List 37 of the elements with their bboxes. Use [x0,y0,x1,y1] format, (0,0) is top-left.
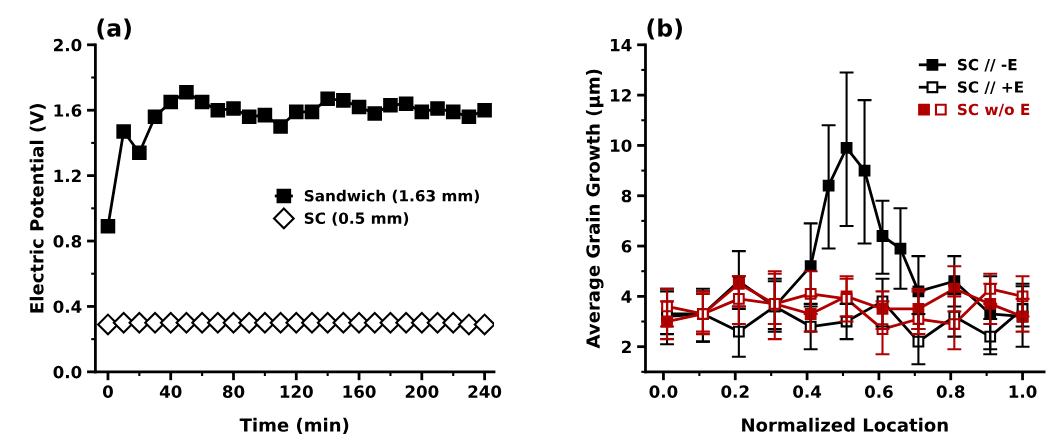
x-tick-label: 0.2 [721,385,749,398]
y-tick-label: 2.0 [54,38,82,52]
x-axis-title: Normalized Location [742,417,948,432]
legend-label: Sandwich (1.63 mm) [304,189,479,204]
x-tick-label: 200 [405,385,439,398]
legend-label: SC // +E [957,81,1023,94]
y-tick-label: 12 [610,89,631,102]
x-tick-label: 0.0 [649,385,678,398]
y-tick-label: 0.0 [53,365,82,379]
y-tick-label: 0.8 [53,234,82,248]
y-tick-label: 8 [621,189,632,203]
x-tick-label: 40 [159,385,182,398]
x-tick-label: 80 [222,385,245,398]
legend-label: SC (0.5 mm) [304,212,409,226]
y-tick-label: 4 [621,290,632,303]
x-axis-title: Time (min) [239,417,349,434]
y-tick-label: 0.4 [53,300,82,313]
y-tick-label: 14 [610,38,632,52]
x-tick-label: 0.6 [864,385,893,398]
y-tick-label: 1.2 [54,169,81,182]
y-tick-label: 6 [621,240,632,253]
chart-title: (b) [647,18,682,40]
x-tick-label: 0.4 [793,385,822,398]
x-tick-label: 0.8 [936,385,965,398]
chart-title: (a) [97,18,131,40]
legend-label: SC // -E [957,58,1017,72]
x-tick-label: 160 [343,385,376,398]
y-axis-title: Electric Potential (V) [29,104,46,313]
x-tick-label: 0 [102,385,113,398]
legend-label: SC w/o E [957,103,1030,117]
y-axis-title: Average Grain Growth (μm) [585,69,604,349]
y-tick-label: 2 [622,340,631,354]
y-tick-label: 1.6 [54,104,82,117]
x-tick-label: 120 [280,385,313,398]
x-tick-label: 240 [468,385,502,398]
x-tick-label: 1.0 [1009,385,1037,398]
y-tick-label: 10 [610,139,632,152]
